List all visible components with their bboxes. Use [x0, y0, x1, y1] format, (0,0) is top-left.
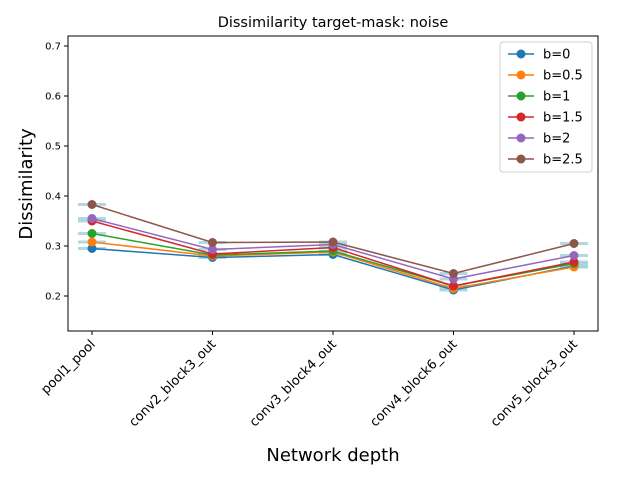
data-point: [449, 281, 458, 291]
data-point: [87, 214, 97, 223]
y-tick-label: 0.5: [45, 142, 61, 153]
legend-label: b=1.5: [543, 111, 583, 126]
legend-marker: [516, 91, 526, 101]
legend-marker: [516, 154, 526, 164]
y-tick-label: 0.7: [45, 42, 61, 53]
x-tick-label: conv2_block3_out: [126, 337, 219, 430]
data-point: [87, 244, 97, 253]
legend-marker: [516, 49, 526, 59]
x-axis-label: Network depth: [266, 445, 399, 466]
legend-marker: [516, 133, 526, 143]
data-point: [87, 200, 97, 209]
y-axis: 0.2 0.3 0.4 0.5 0.6 0.7: [45, 42, 68, 303]
y-tick-label: 0.2: [45, 292, 61, 303]
legend: b=0 b=0.5 b=1 b=1.5 b=2 b=2.5: [499, 41, 593, 173]
x-tick-label: conv3_block4_out: [247, 337, 340, 430]
legend-label: b=0.5: [543, 69, 583, 84]
x-tick-label: conv4_block6_out: [367, 337, 460, 430]
chart-title: Dissimilarity target-mask: noise: [218, 15, 449, 31]
plot-area: [78, 200, 588, 295]
data-point: [569, 257, 579, 267]
data-point: [87, 237, 97, 247]
legend-marker: [516, 70, 526, 80]
y-tick-label: 0.4: [45, 192, 61, 203]
x-tick-label: conv5_block3_out: [488, 337, 581, 430]
data-point: [328, 237, 338, 247]
data-point: [569, 251, 579, 260]
data-point: [569, 239, 579, 248]
data-point: [449, 269, 458, 278]
legend-marker: [516, 112, 526, 122]
data-point: [208, 238, 217, 247]
legend-label: b=2: [543, 132, 570, 147]
x-tick-label: pool1_pool: [38, 337, 98, 397]
data-point: [208, 245, 217, 254]
y-tick-label: 0.3: [45, 242, 61, 253]
legend-label: b=1: [543, 90, 570, 105]
legend-label: b=0: [543, 48, 570, 63]
legend-label: b=2.5: [543, 153, 583, 168]
x-axis: pool1_pool conv2_block3_out conv3_block4_o…: [38, 331, 581, 430]
data-point: [87, 229, 97, 238]
y-tick-label: 0.6: [45, 92, 61, 103]
y-axis-label: Dissimilarity: [16, 128, 37, 240]
